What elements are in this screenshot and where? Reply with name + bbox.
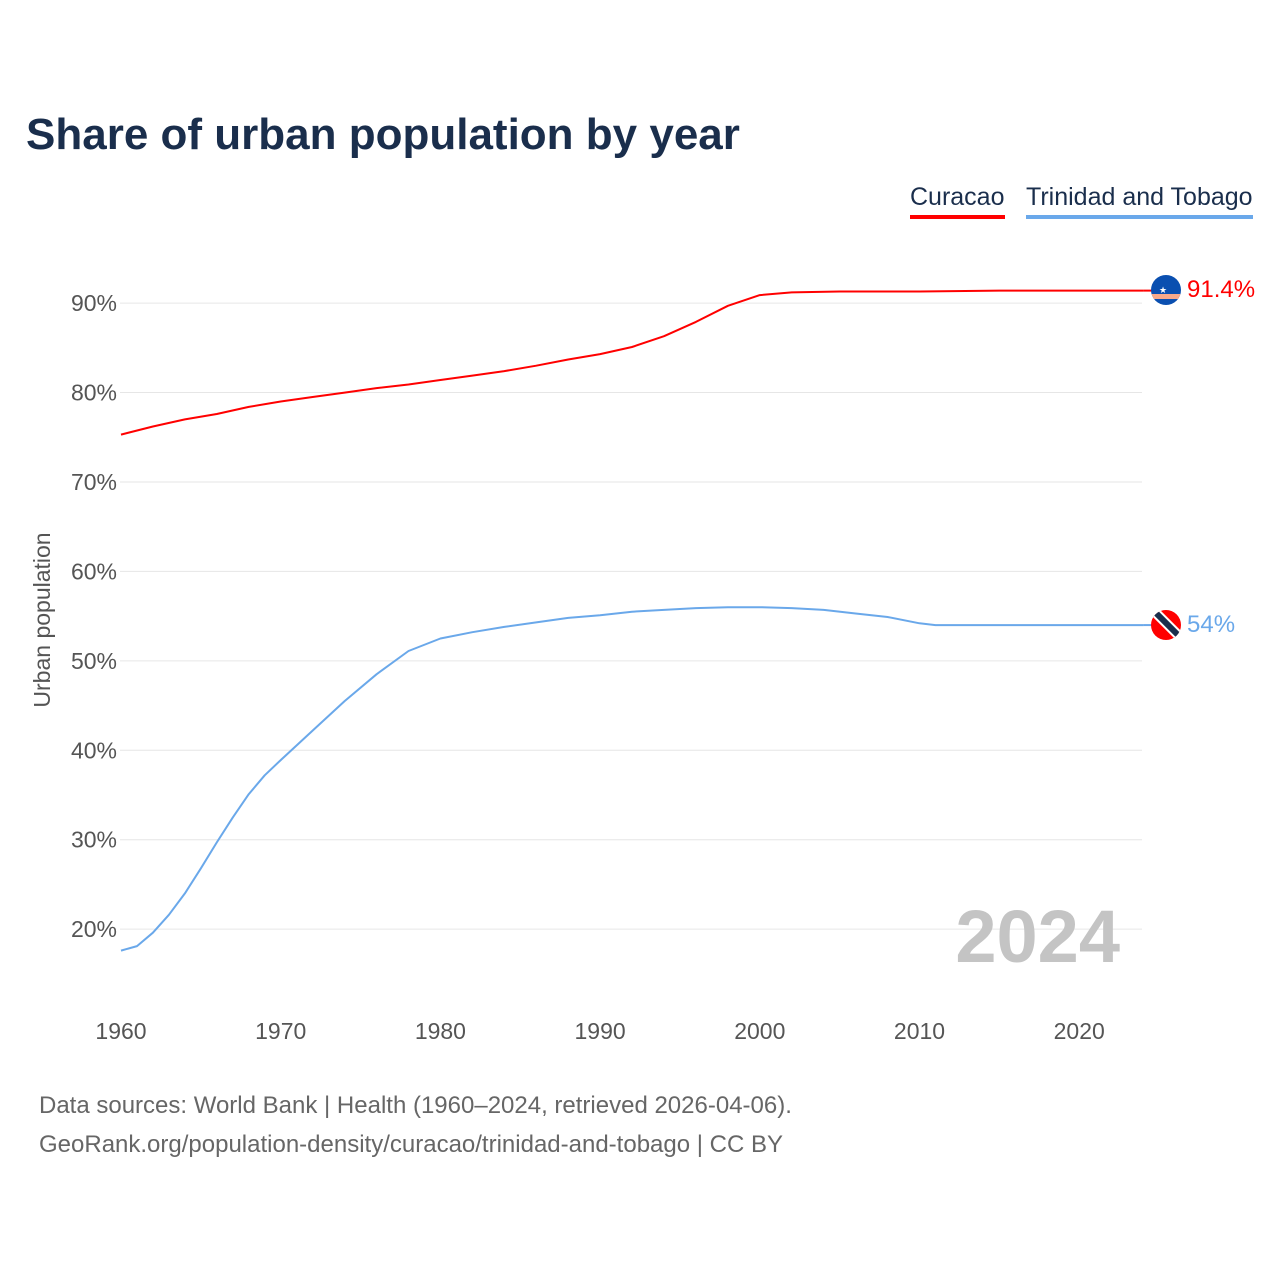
legend-curacao[interactable]: Curacao bbox=[910, 183, 1005, 219]
y-tick-label: 40% bbox=[71, 737, 117, 763]
x-tick-label: 1970 bbox=[255, 1018, 306, 1044]
footer: Data sources: World Bank | Health (1960–… bbox=[39, 1086, 792, 1164]
year-watermark: 2024 bbox=[955, 895, 1120, 978]
y-tick-label: 30% bbox=[71, 827, 117, 853]
y-tick-label: 70% bbox=[71, 469, 117, 495]
x-tick-label: 2020 bbox=[1054, 1018, 1105, 1044]
data-source-text: Data sources: World Bank | Health (1960–… bbox=[39, 1092, 792, 1119]
y-axis-label: Urban population bbox=[29, 532, 55, 707]
y-tick-label: 90% bbox=[71, 290, 117, 316]
x-tick-label: 1960 bbox=[95, 1018, 146, 1044]
y-tick-label: 60% bbox=[71, 558, 117, 584]
y-tick-label: 20% bbox=[71, 916, 117, 942]
y-tick-label: 80% bbox=[71, 380, 117, 406]
legend-trinidad-and-tobago[interactable]: Trinidad and Tobago bbox=[1026, 183, 1253, 219]
x-tick-label: 1990 bbox=[575, 1018, 626, 1044]
series-line-trinidad-and-tobago bbox=[120, 606, 1144, 952]
source-link[interactable]: GeoRank.org/population-density/curacao/t… bbox=[39, 1131, 783, 1158]
line-chart: 20% 30% 40% 50% 60% 70% 80% 90% 1960 1970 1980 1990… bbox=[29, 275, 1255, 1044]
flag-trinidad-and-tobago-icon bbox=[1151, 610, 1181, 640]
chart-title: Share of urban population by year bbox=[26, 110, 740, 159]
flag-curacao-icon: ★ bbox=[1151, 275, 1181, 305]
y-tick-label: 50% bbox=[71, 648, 117, 674]
x-tick-label: 2010 bbox=[894, 1018, 945, 1044]
svg-text:★: ★ bbox=[1159, 285, 1167, 295]
series-line-curacao bbox=[120, 289, 1144, 436]
x-tick-label: 2000 bbox=[734, 1018, 785, 1044]
x-tick-label: 1980 bbox=[415, 1018, 466, 1044]
end-label-trinidad-and-tobago: 54% bbox=[1187, 611, 1235, 638]
end-label-curacao: 91.4% bbox=[1187, 276, 1255, 303]
